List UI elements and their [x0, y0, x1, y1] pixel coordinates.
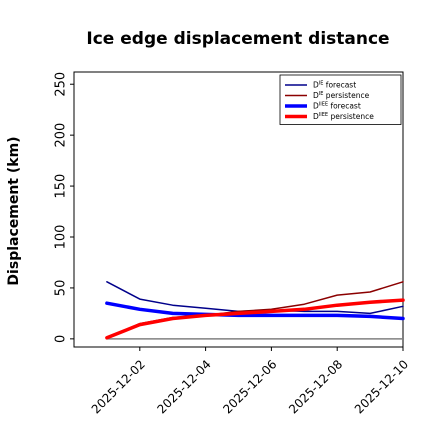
legend-label-1: DIE persistence	[313, 91, 370, 100]
x-tick-label-2025-12-10: 2025-12-10	[352, 357, 411, 416]
x-tick-label-2025-12-04: 2025-12-04	[155, 357, 214, 416]
plot-frame	[73, 71, 404, 348]
y-tick-label-50: 50	[54, 280, 69, 297]
series-line-2	[105, 301, 405, 321]
y-tick-label-0: 0	[54, 335, 69, 343]
chart-title: Ice edge displacement distance	[86, 29, 389, 49]
legend-label-0: DIE forecast	[313, 81, 356, 90]
y-axis-label: Displacement (km)	[6, 136, 22, 285]
x-tick-label-2025-12-06: 2025-12-06	[220, 357, 279, 416]
y-tick-label-150: 150	[54, 174, 69, 199]
series-line-3	[105, 298, 405, 340]
legend-label-2: DIIEE forecast	[313, 102, 361, 111]
y-tick-label-250: 250	[54, 72, 69, 97]
y-tick-label-100: 100	[54, 225, 69, 250]
x-tick-label-2025-12-08: 2025-12-08	[286, 357, 345, 416]
series-line-0	[106, 281, 404, 315]
legend-label-3: DIIEE persistence	[313, 112, 374, 121]
x-tick-label-2025-12-02: 2025-12-02	[89, 357, 148, 416]
y-tick-label-200: 200	[54, 123, 69, 148]
